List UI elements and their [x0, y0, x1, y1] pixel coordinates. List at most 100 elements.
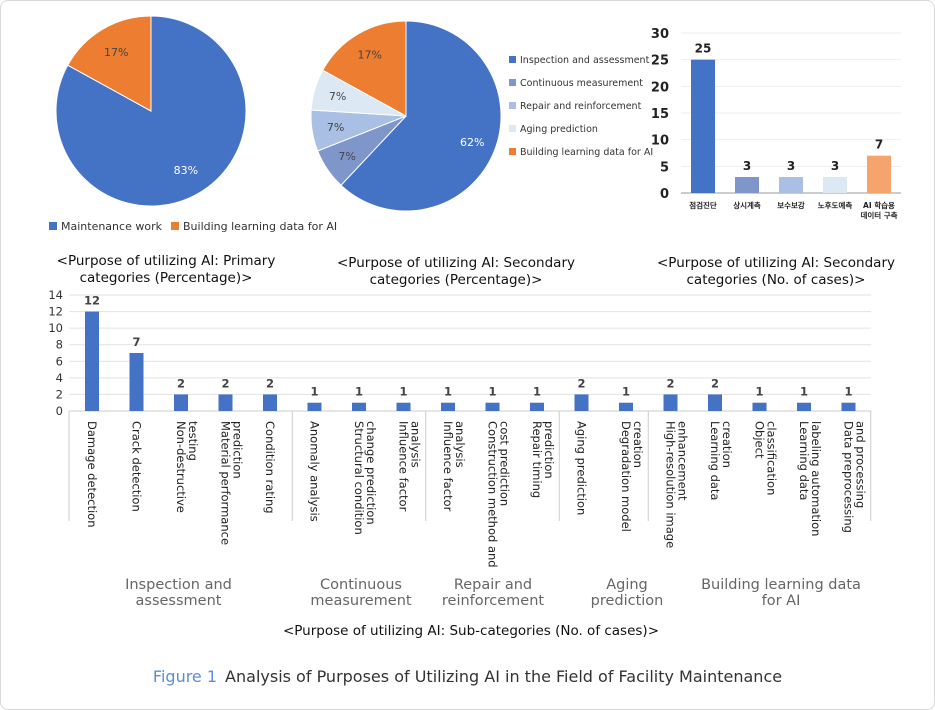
x-tick-label: Data preprocessing — [842, 421, 856, 533]
data-label: 1 — [355, 385, 363, 399]
legend-swatch — [171, 222, 179, 230]
x-tick-label: change prediction — [364, 421, 378, 525]
pie-slice — [67, 15, 152, 112]
bar — [735, 177, 759, 193]
bar — [752, 402, 767, 411]
x-tick-label: Crack detection — [130, 421, 144, 512]
data-label: 25 — [695, 42, 712, 56]
x-tick-label: Learning data — [708, 421, 722, 500]
group-label: Repair and reinforcement — [441, 577, 545, 609]
legend-label: Building learning data for AI — [183, 220, 337, 233]
bar — [218, 394, 233, 411]
legend-swatch — [509, 56, 516, 63]
bar — [797, 402, 811, 411]
slice-label: 83% — [174, 164, 198, 177]
y-tick-label: 10 — [651, 134, 669, 149]
slice-label: 7% — [338, 150, 355, 163]
x-tick-label: 노후도예측 — [818, 200, 853, 210]
x-tick-label: Damage detection — [85, 421, 99, 528]
data-label: 1 — [844, 385, 852, 399]
y-tick-label: 5 — [660, 160, 669, 175]
x-tick-label: Structural condition — [352, 421, 366, 535]
y-tick-label: 12 — [48, 305, 63, 319]
legend-swatch — [509, 125, 516, 132]
x-tick-label: Condition rating — [263, 421, 277, 514]
x-tick-label: 상시계측 — [733, 200, 761, 210]
legend-label: Aging prediction — [520, 124, 598, 135]
sub-title: <Purpose of utilizing AI: Sub-categories… — [282, 623, 660, 639]
y-tick-label: 2 — [56, 387, 63, 401]
x-tick-label: Material performance — [219, 421, 233, 545]
bar-title: <Purpose of utilizing AI: Secondary cate… — [657, 255, 895, 288]
x-tick-label: AI 학습용 — [863, 200, 895, 210]
data-label: 3 — [787, 159, 795, 173]
x-tick-label: testing — [186, 421, 200, 461]
bar — [691, 59, 715, 193]
y-tick-label: 15 — [651, 107, 669, 122]
x-tick-label: analysis — [453, 421, 467, 468]
x-tick-label: High-resolution image — [664, 421, 678, 548]
slice-label: 17% — [104, 46, 128, 59]
bar — [574, 394, 589, 411]
x-tick-label: Non-destructive — [174, 421, 188, 513]
bar — [85, 311, 99, 411]
y-tick-label: 30 — [651, 27, 669, 42]
y-tick-label: 6 — [56, 354, 63, 368]
legend-label: Maintenance work — [61, 220, 163, 233]
x-tick-label: cost prediction — [498, 421, 512, 506]
x-tick-label: Anomaly analysis — [308, 421, 322, 522]
x-tick-label: creation — [631, 421, 645, 468]
x-tick-label: Influence factor — [397, 421, 411, 512]
y-tick-label: 10 — [48, 321, 63, 335]
data-label: 2 — [221, 376, 229, 390]
bar — [841, 402, 856, 411]
group-label: Inspection and assessment — [125, 577, 232, 609]
data-label: 1 — [800, 385, 808, 399]
data-label: 12 — [84, 294, 100, 308]
figure-caption: Figure 1 Analysis of Purposes of Utilizin… — [1, 667, 934, 686]
x-tick-label: prediction — [231, 421, 245, 479]
y-tick-label: 20 — [651, 80, 669, 95]
bar — [441, 402, 455, 411]
data-label: 1 — [533, 385, 541, 399]
pie-slice — [322, 20, 407, 117]
x-tick-label: Construction method and — [486, 421, 500, 568]
legend-swatch — [49, 222, 57, 230]
slice-label: 7% — [327, 121, 344, 134]
bar — [663, 394, 678, 411]
bar — [396, 402, 411, 411]
data-label: 3 — [743, 159, 751, 173]
legend-label: Building learning data for AI — [520, 147, 653, 158]
bar — [530, 402, 544, 411]
y-tick-label: 8 — [56, 338, 63, 352]
x-tick-label: 점검진단 — [689, 200, 717, 210]
slice-label: 17% — [358, 49, 382, 62]
legend-label: Repair and reinforcement — [520, 101, 642, 112]
data-label: 1 — [488, 385, 496, 399]
data-label: 7 — [875, 138, 883, 152]
figure-caption-text: Analysis of Purposes of Utilizing AI in … — [225, 667, 783, 686]
bar — [823, 177, 847, 193]
data-label: 3 — [831, 159, 839, 173]
slice-label: 62% — [460, 136, 484, 149]
y-tick-label: 4 — [56, 371, 63, 385]
slice-label: 7% — [329, 90, 346, 103]
x-tick-label: Object — [753, 421, 767, 459]
bar — [352, 402, 366, 411]
group-label: Aging prediction — [590, 577, 664, 609]
figure-number: Figure 1 — [152, 667, 218, 686]
data-label: 2 — [577, 376, 585, 390]
x-tick-label: Degradation model — [619, 421, 633, 532]
legend-swatch — [509, 79, 516, 86]
x-tick-label: labeling automation — [809, 421, 823, 536]
x-tick-label: Learning data — [797, 421, 811, 500]
bar — [307, 402, 322, 411]
data-label: 2 — [266, 376, 274, 390]
bar — [129, 353, 144, 411]
x-tick-label: analysis — [409, 421, 423, 468]
data-label: 7 — [132, 335, 140, 349]
x-tick-label: 데이터 구축 — [860, 210, 897, 220]
x-tick-label: Repair timing — [530, 421, 544, 498]
legend-label: Continuous measurement — [520, 78, 643, 89]
